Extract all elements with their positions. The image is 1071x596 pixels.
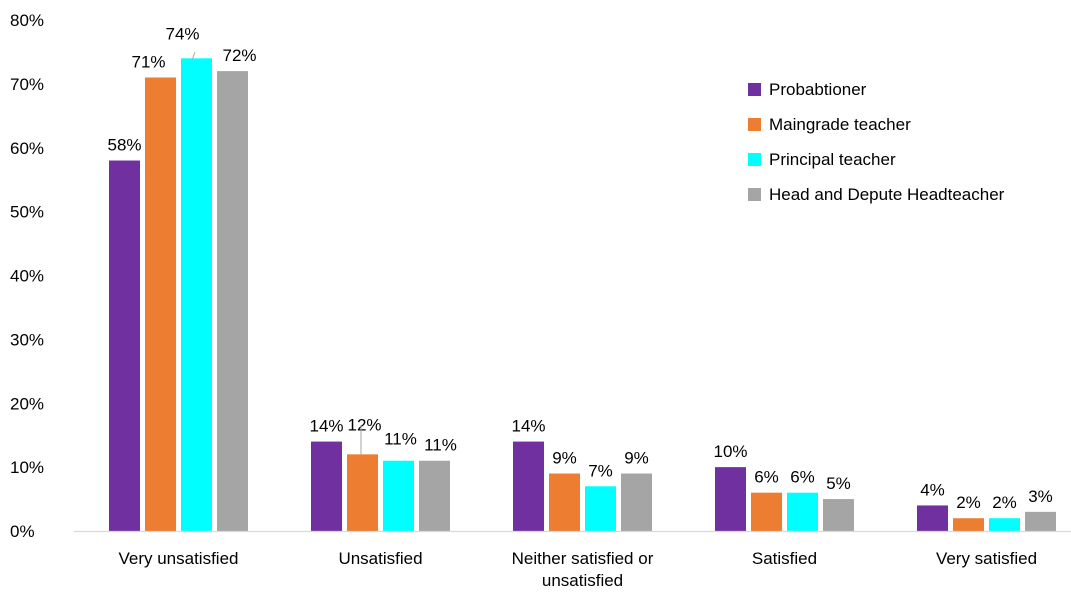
category-label: Neither satisfied or [512, 549, 654, 568]
y-tick-label: 0% [10, 522, 35, 541]
data-label: 9% [624, 449, 649, 468]
bar [145, 77, 176, 532]
data-label: 9% [552, 449, 577, 468]
category-label: unsatisfied [542, 571, 623, 590]
legend-label: Probabtioner [769, 80, 867, 99]
bar [109, 160, 140, 531]
bar [217, 71, 248, 531]
data-label: 4% [920, 480, 945, 499]
data-label: 3% [1028, 487, 1053, 506]
x-axis: Very unsatisfied Unsatisfied Neither satis… [74, 530, 1071, 590]
data-labels: 58% 14% 14% 10% 4% 71% 12% 9% 6% 2% 74% 11% 7% 6% 2% 72… [107, 24, 1052, 512]
y-tick-label: 20% [10, 394, 44, 413]
data-label: 2% [956, 493, 981, 512]
bar [181, 58, 212, 531]
data-label: 11% [384, 430, 417, 449]
data-label: 74% [165, 24, 199, 43]
bar [989, 518, 1020, 531]
bar [917, 505, 948, 531]
data-label: 71% [131, 52, 165, 71]
y-axis: 0% 10% 20% 30% 40% 50% 60% 70% 80% [10, 11, 44, 541]
legend-swatch [748, 83, 761, 96]
y-tick-label: 50% [10, 203, 44, 222]
y-tick-label: 70% [10, 75, 44, 94]
bar [585, 486, 616, 531]
data-label: 11% [424, 436, 457, 455]
data-label: 12% [347, 415, 381, 434]
bar [311, 441, 342, 531]
leader-line [191, 51, 196, 61]
y-tick-label: 30% [10, 330, 44, 349]
bar [787, 492, 818, 531]
bar [953, 518, 984, 531]
data-label: 7% [588, 461, 613, 480]
legend-swatch [748, 118, 761, 131]
data-label: 10% [713, 442, 747, 461]
category-label: Unsatisfied [338, 549, 422, 568]
category-label: Satisfied [752, 549, 817, 568]
legend-label: Maingrade teacher [769, 115, 911, 134]
bars [109, 58, 1056, 532]
y-tick-label: 60% [10, 139, 44, 158]
legend-swatch [748, 153, 761, 166]
data-label: 14% [511, 417, 545, 436]
bar [549, 473, 580, 531]
category-label: Very unsatisfied [118, 549, 238, 568]
bar [419, 460, 450, 531]
legend: Probabtioner Maingrade teacher Principal t… [748, 80, 1005, 204]
legend-label: Head and Depute Headteacher [769, 185, 1005, 204]
y-tick-label: 10% [10, 458, 44, 477]
bar [347, 454, 378, 531]
bar [383, 460, 414, 531]
bar [715, 467, 746, 531]
data-label: 2% [992, 493, 1017, 512]
data-label: 72% [222, 46, 256, 65]
data-label: 6% [790, 468, 815, 487]
y-tick-label: 40% [10, 267, 44, 286]
category-label: Very satisfied [936, 549, 1037, 568]
data-label: 58% [107, 136, 141, 155]
bar [621, 473, 652, 531]
legend-swatch [748, 188, 761, 201]
bar [1025, 511, 1056, 531]
bar [823, 499, 854, 531]
bar [751, 492, 782, 531]
data-label: 14% [309, 417, 343, 436]
legend-label: Principal teacher [769, 150, 896, 169]
bar [513, 441, 544, 531]
y-tick-label: 80% [10, 11, 44, 30]
data-label: 5% [826, 474, 851, 493]
data-label: 6% [754, 468, 779, 487]
